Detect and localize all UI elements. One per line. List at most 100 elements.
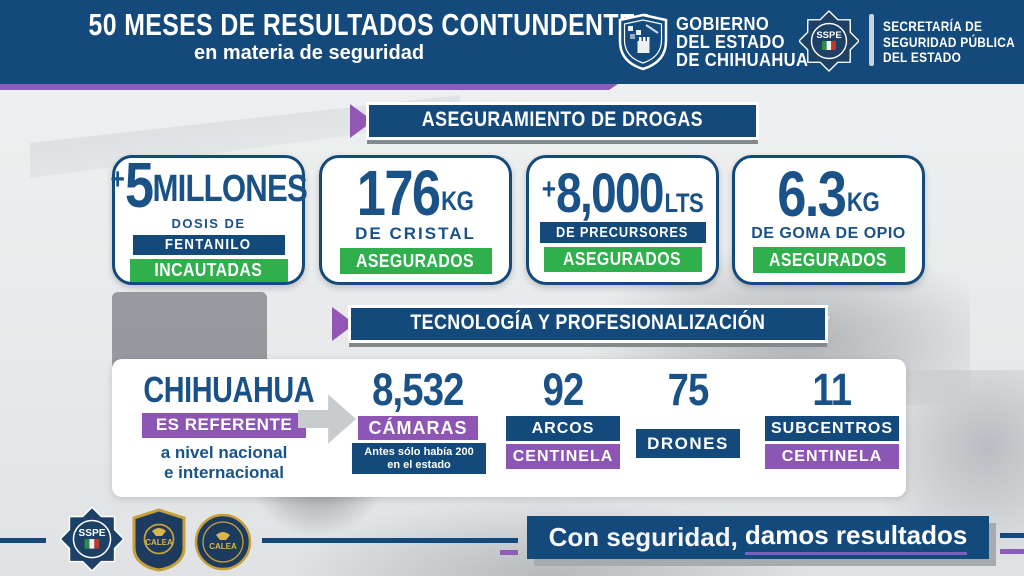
tech-stat-bar-label: CENTINELA xyxy=(781,447,883,465)
tech-stat-note-line1: Antes sólo había 200 xyxy=(364,446,474,458)
tech-stat-note: Antes sólo había 200 en el estado xyxy=(352,443,486,474)
calea-round-label: CALEA xyxy=(209,542,237,551)
tech-stat-bar: CENTINELA xyxy=(506,444,620,469)
slogan-banner: Con seguridad, damos resultados xyxy=(527,516,989,559)
slogan-emphasis: damos resultados xyxy=(744,520,968,555)
stat-bar-blue-label: DE PRECURSORES xyxy=(556,224,689,241)
sspe-badge-label: SSPE xyxy=(816,30,841,41)
stat-unit: KG xyxy=(847,187,880,217)
chihuahua-headline: CHIHUAHUA xyxy=(143,369,315,410)
section-banner-tecnologia: TECNOLOGÍA Y PROFESIONALIZACIÓN xyxy=(332,305,828,343)
page-subtitle: en materia de seguridad xyxy=(193,42,425,64)
tech-stat-value: 75 xyxy=(667,364,710,415)
page-title: 50 MESES DE RESULTADOS CONTUNDENTES xyxy=(88,7,653,42)
tech-stat-drones: 75 DRONES xyxy=(634,367,742,458)
tech-stat-bar: DRONES xyxy=(636,429,740,458)
tech-stat-camaras: 8,532 CÁMARAS Antes sólo había 200 en el… xyxy=(352,364,486,474)
sspe-badge-icon: SSPE xyxy=(799,10,859,72)
tech-stat-bar-label: SUBCENTROS xyxy=(770,419,893,437)
stat-bar-green-label: ASEGURADOS xyxy=(769,249,888,270)
stat-bar-green: ASEGURADOS xyxy=(339,248,492,274)
secretaria-name: SECRETARÍA DE SEGURIDAD PÚBLICA DEL ESTA… xyxy=(883,18,1015,66)
section-title-drogas: ASEGURAMIENTO DE DROGAS xyxy=(421,108,704,131)
tech-stat-bar-label: ARCOS xyxy=(531,419,595,437)
calea-shield-icon: CALEA xyxy=(132,508,186,572)
stat-value: 8,000 xyxy=(556,161,664,224)
tech-stat-bar: CÁMARAS xyxy=(358,416,478,440)
footer-blue-dash-right xyxy=(1000,533,1024,538)
tech-stat-subcentros: 11 SUBCENTROS CENTINELA xyxy=(764,367,900,469)
tech-stat-bar: CENTINELA xyxy=(765,444,899,469)
chihuahua-block: CHIHUAHUA ES REFERENTE a nivel nacional … xyxy=(122,369,326,483)
header-accent-line xyxy=(0,84,618,90)
stat-card-precursores: + 8,000 LTS DE PRECURSORES ASEGURADOS xyxy=(526,155,719,285)
section-banner-drogas: ASEGURAMIENTO DE DROGAS xyxy=(350,102,759,140)
stat-bar-green-label: ASEGURADOS xyxy=(356,250,475,271)
tech-stat-note-line2: en el estado xyxy=(387,458,451,471)
stat-value: 6.3 xyxy=(777,158,847,230)
footer-line-middle xyxy=(262,538,518,543)
section-title-tecnologia: TECNOLOGÍA Y PROFESIONALIZACIÓN xyxy=(410,311,766,334)
calea-round-icon: CALEA xyxy=(194,513,252,571)
secretaria-line2: SEGURIDAD PÚBLICA xyxy=(883,33,1015,50)
gobierno-name: GOBIERNO DEL ESTADO DE CHIHUAHUA xyxy=(676,15,808,69)
tech-stat-bar-label: CENTINELA xyxy=(512,447,614,465)
tech-stat-value: 8,532 xyxy=(372,364,464,415)
calea-shield-label: CALEA xyxy=(145,538,173,547)
stat-caption: DE CRISTAL xyxy=(355,224,476,243)
stat-value: 176 xyxy=(357,157,441,229)
stat-unit: MILLONES xyxy=(152,168,307,210)
section-title-box: ASEGURAMIENTO DE DROGAS xyxy=(366,102,759,140)
stat-caption: DE GOMA DE OPIO xyxy=(751,225,906,242)
stat-number-row: 6.3 KG xyxy=(777,158,880,230)
slogan-text: Con seguridad, xyxy=(548,522,738,552)
secretaria-line1: SECRETARÍA DE xyxy=(883,18,983,34)
stat-unit: LTS xyxy=(664,188,704,218)
tech-stat-value: 11 xyxy=(812,364,853,415)
gobierno-name-line2: DEL ESTADO xyxy=(676,32,785,52)
tech-stat-value: 92 xyxy=(542,364,585,415)
stat-caption: DOSIS DE xyxy=(171,216,246,231)
header-divider xyxy=(869,14,874,66)
tech-stat-bar: ARCOS xyxy=(506,416,620,441)
stat-bar-green-label: INCAUTADAS xyxy=(154,259,263,280)
stat-prefix: + xyxy=(541,173,557,206)
stat-card-cristal: 176 KG DE CRISTAL ASEGURADOS xyxy=(319,155,512,285)
stat-number-row: + 5 MILLONES xyxy=(110,149,307,221)
gobierno-chihuahua-shield-logo xyxy=(618,13,668,71)
stat-bar-green: INCAUTADAS xyxy=(129,258,288,282)
gobierno-name-line3: DE CHIHUAHUA xyxy=(676,50,809,70)
title-block: 50 MESES DE RESULTADOS CONTUNDENTES en m… xyxy=(18,7,653,65)
stat-bar-blue-label: FENTANILO xyxy=(165,236,252,254)
gobierno-name-line1: GOBIERNO xyxy=(676,14,770,34)
es-referente-badge: ES REFERENTE xyxy=(141,413,307,438)
stat-card-fentanilo: + 5 MILLONES DOSIS DE FENTANILO INCAUTAD… xyxy=(110,149,308,285)
secretaria-line3: DEL ESTADO xyxy=(883,49,962,65)
sspe-badge-label: SSPE xyxy=(79,528,106,539)
stat-unit: KG xyxy=(441,186,474,216)
chihuahua-subtitle: a nivel nacional e internacional xyxy=(122,443,326,483)
stat-bar-blue: FENTANILO xyxy=(132,235,285,255)
tech-stat-bar-label: CÁMARAS xyxy=(368,417,468,438)
stat-number-row: + 8,000 LTS xyxy=(541,161,704,224)
header-bar: 50 MESES DE RESULTADOS CONTUNDENTES en m… xyxy=(0,0,1024,84)
stat-bar-green-label: ASEGURADOS xyxy=(563,249,682,269)
stat-bar-green: ASEGURADOS xyxy=(543,247,702,272)
stat-value: 5 xyxy=(124,149,154,221)
footer-purple-dash-right xyxy=(1000,549,1024,554)
stat-card-goma-de-opio: 6.3 KG DE GOMA DE OPIO ASEGURADOS xyxy=(732,155,925,285)
chihuahua-subtitle-line1: a nivel nacional xyxy=(160,443,288,462)
tech-stat-arcos: 92 ARCOS CENTINELA xyxy=(504,367,622,469)
tech-stat-bar: SUBCENTROS xyxy=(765,416,899,441)
stat-prefix: + xyxy=(110,163,125,196)
footer-purple-dash-left xyxy=(500,550,518,555)
tech-stat-bar-label: DRONES xyxy=(647,433,729,453)
stat-bar-blue: DE PRECURSORES xyxy=(539,222,706,243)
section-title-box: TECNOLOGÍA Y PROFESIONALIZACIÓN xyxy=(348,305,828,343)
footer-line-left xyxy=(0,538,46,543)
tech-panel: CHIHUAHUA ES REFERENTE a nivel nacional … xyxy=(112,359,906,497)
sspe-badge-footer-icon: SSPE xyxy=(60,506,124,572)
stat-number-row: 176 KG xyxy=(357,157,474,229)
stat-bar-green: ASEGURADOS xyxy=(752,247,905,273)
